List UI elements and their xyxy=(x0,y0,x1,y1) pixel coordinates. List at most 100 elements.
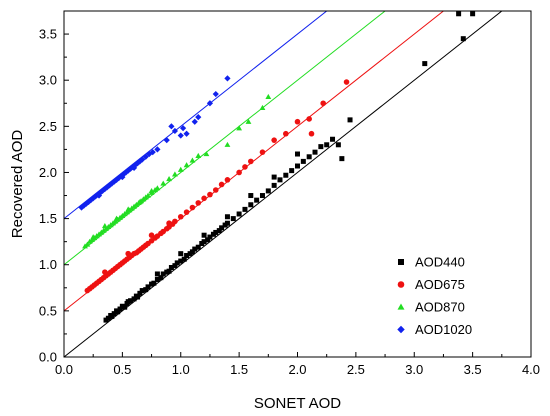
data-point-aod675 xyxy=(166,220,172,227)
series-aod1020 xyxy=(78,75,231,211)
data-point-aod440 xyxy=(224,220,230,226)
data-point-aod440 xyxy=(195,244,201,250)
data-point-aod440 xyxy=(137,290,143,296)
data-point-aod440 xyxy=(300,158,306,164)
data-point-aod1020 xyxy=(149,149,156,156)
data-point-aod870 xyxy=(203,151,210,157)
data-point-aod440 xyxy=(295,151,300,157)
data-point-aod1020 xyxy=(119,173,126,181)
data-points xyxy=(78,11,476,323)
data-point-aod440 xyxy=(109,313,115,319)
data-point-aod440 xyxy=(184,253,190,259)
legend: AOD440 AOD675 AOD870 AOD1020 xyxy=(397,255,472,337)
data-point-aod870 xyxy=(166,175,172,182)
data-point-aod440 xyxy=(131,296,137,302)
data-point-aod1020 xyxy=(206,100,214,107)
x-tick-label: 0.5 xyxy=(113,362,131,377)
data-point-aod440 xyxy=(135,294,141,300)
x-tick-label: 1.5 xyxy=(230,362,248,377)
data-point-aod440 xyxy=(219,225,225,231)
data-point-aod440 xyxy=(145,284,151,290)
data-point-aod870 xyxy=(265,93,272,99)
data-point-aod440 xyxy=(172,263,178,269)
data-point-aod675 xyxy=(320,100,326,107)
data-point-aod675 xyxy=(177,213,184,220)
y-tick-label: 2.5 xyxy=(39,119,57,134)
data-point-aod440 xyxy=(154,271,160,277)
data-point-aod870 xyxy=(84,241,91,247)
data-point-aod440 xyxy=(456,11,462,17)
data-point-aod870 xyxy=(160,180,167,186)
data-point-aod870 xyxy=(259,104,266,111)
data-point-aod440 xyxy=(460,36,466,42)
y-tick-label: 2.0 xyxy=(39,165,57,180)
data-point-aod440 xyxy=(192,246,198,252)
data-point-aod1020 xyxy=(106,182,113,189)
data-point-aod1020 xyxy=(168,123,175,130)
data-point-aod440 xyxy=(283,172,289,178)
data-point-aod675 xyxy=(283,130,289,137)
data-point-aod675 xyxy=(207,191,213,198)
data-point-aod440 xyxy=(224,214,230,220)
data-point-aod440 xyxy=(324,142,330,148)
data-point-aod1020 xyxy=(139,156,146,163)
data-point-aod870 xyxy=(245,118,252,124)
series-aod440 xyxy=(103,11,476,323)
fit-line-aod1020 xyxy=(64,11,328,219)
data-point-aod440 xyxy=(178,251,184,257)
x-tick-label: 0.0 xyxy=(55,362,73,377)
data-point-aod440 xyxy=(216,228,222,234)
y-axis-label: Recovered AOD xyxy=(9,130,26,239)
data-point-aod1020 xyxy=(212,90,219,98)
data-point-aod675 xyxy=(195,200,202,206)
x-tick-label: 3.5 xyxy=(464,362,482,377)
data-point-aod870 xyxy=(177,166,184,172)
data-point-aod440 xyxy=(312,149,318,155)
data-point-aod675 xyxy=(125,250,132,257)
data-point-aod440 xyxy=(339,156,345,162)
data-point-aod440 xyxy=(318,144,324,150)
data-point-aod440 xyxy=(470,11,476,17)
data-point-aod675 xyxy=(212,187,219,193)
data-point-aod870 xyxy=(236,125,243,131)
y-axis-ticks: 0.0 0.5 1.0 1.5 2.0 2.5 3.0 3.5 xyxy=(39,10,69,365)
data-point-aod1020 xyxy=(177,132,184,139)
data-point-aod675 xyxy=(236,169,242,176)
data-point-aod440 xyxy=(117,306,123,312)
data-point-aod675 xyxy=(102,269,108,275)
data-point-aod675 xyxy=(218,181,225,188)
x-tick-label: 4.0 xyxy=(522,362,540,377)
data-point-aod870 xyxy=(101,223,108,229)
data-point-aod675 xyxy=(148,232,155,239)
legend-marker-aod1020 xyxy=(397,325,405,334)
data-point-aod440 xyxy=(422,61,428,67)
data-point-aod870 xyxy=(195,152,202,158)
data-point-aod440 xyxy=(207,234,213,240)
data-point-aod675 xyxy=(248,158,254,165)
y-tick-label: 0.5 xyxy=(39,303,57,318)
legend-marker-aod870 xyxy=(397,303,405,310)
data-point-aod440 xyxy=(143,287,149,293)
data-point-aod675 xyxy=(271,137,277,143)
data-point-aod870 xyxy=(90,234,97,240)
data-point-aod440 xyxy=(306,154,312,160)
data-point-aod440 xyxy=(189,249,195,255)
data-point-aod870 xyxy=(145,192,151,198)
data-point-aod440 xyxy=(178,258,184,264)
legend-marker-aod675 xyxy=(397,281,405,288)
data-point-aod440 xyxy=(271,174,277,180)
data-point-aod440 xyxy=(236,211,242,217)
data-point-aod440 xyxy=(242,206,248,212)
data-point-aod870 xyxy=(224,141,231,147)
data-point-aod440 xyxy=(230,216,236,222)
data-point-aod675 xyxy=(343,79,350,85)
y-tick-label: 3.5 xyxy=(39,27,57,42)
data-point-aod440 xyxy=(213,229,219,235)
data-point-aod1020 xyxy=(154,146,161,153)
data-point-aod440 xyxy=(205,237,211,243)
data-point-aod440 xyxy=(181,256,187,262)
data-point-aod440 xyxy=(201,239,207,245)
data-point-aod675 xyxy=(242,164,248,170)
data-point-aod870 xyxy=(113,215,120,221)
data-point-aod675 xyxy=(224,177,231,183)
